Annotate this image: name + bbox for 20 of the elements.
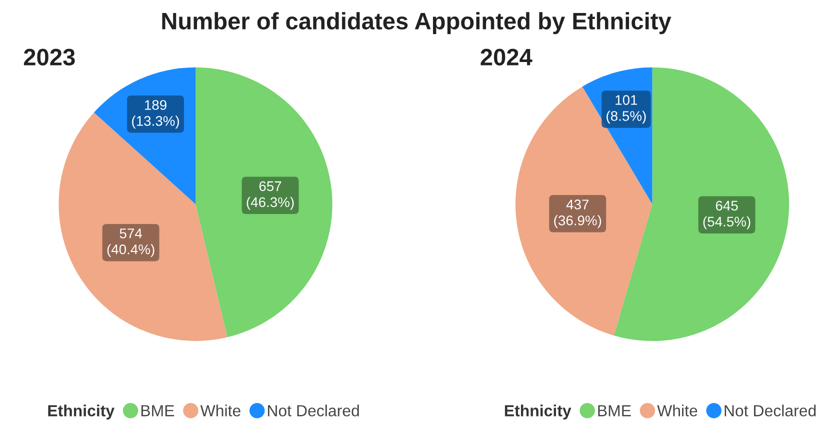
legend-label: White	[657, 404, 698, 416]
pie-slice	[196, 67, 332, 338]
data-label: 657 (46.3%)	[246, 181, 294, 210]
data-label: 189 (13.3%)	[132, 100, 179, 129]
legend-label: Not Declared	[268, 404, 359, 416]
legend-label: White	[200, 404, 240, 416]
legend-label: Not Declared	[724, 404, 816, 416]
data-label: 437 (36.9%)	[554, 200, 602, 228]
chart-title: 2023	[24, 48, 75, 66]
legend-title: Ethnicity	[48, 404, 114, 420]
legend-label: BME	[141, 405, 174, 416]
text: Number of candidates Appointed by Ethnicity	[162, 12, 672, 34]
chart-title: 2024	[480, 48, 532, 66]
pie-slice	[515, 86, 652, 336]
pie-slice	[58, 112, 228, 341]
legend-title: Ethnicity	[504, 404, 572, 420]
data-label: 645 (54.5%)	[703, 200, 750, 230]
data-label: 574 (40.4%)	[107, 228, 154, 258]
legend-label: BME	[598, 405, 631, 416]
data-label: 101 (8.5%)	[606, 95, 646, 124]
